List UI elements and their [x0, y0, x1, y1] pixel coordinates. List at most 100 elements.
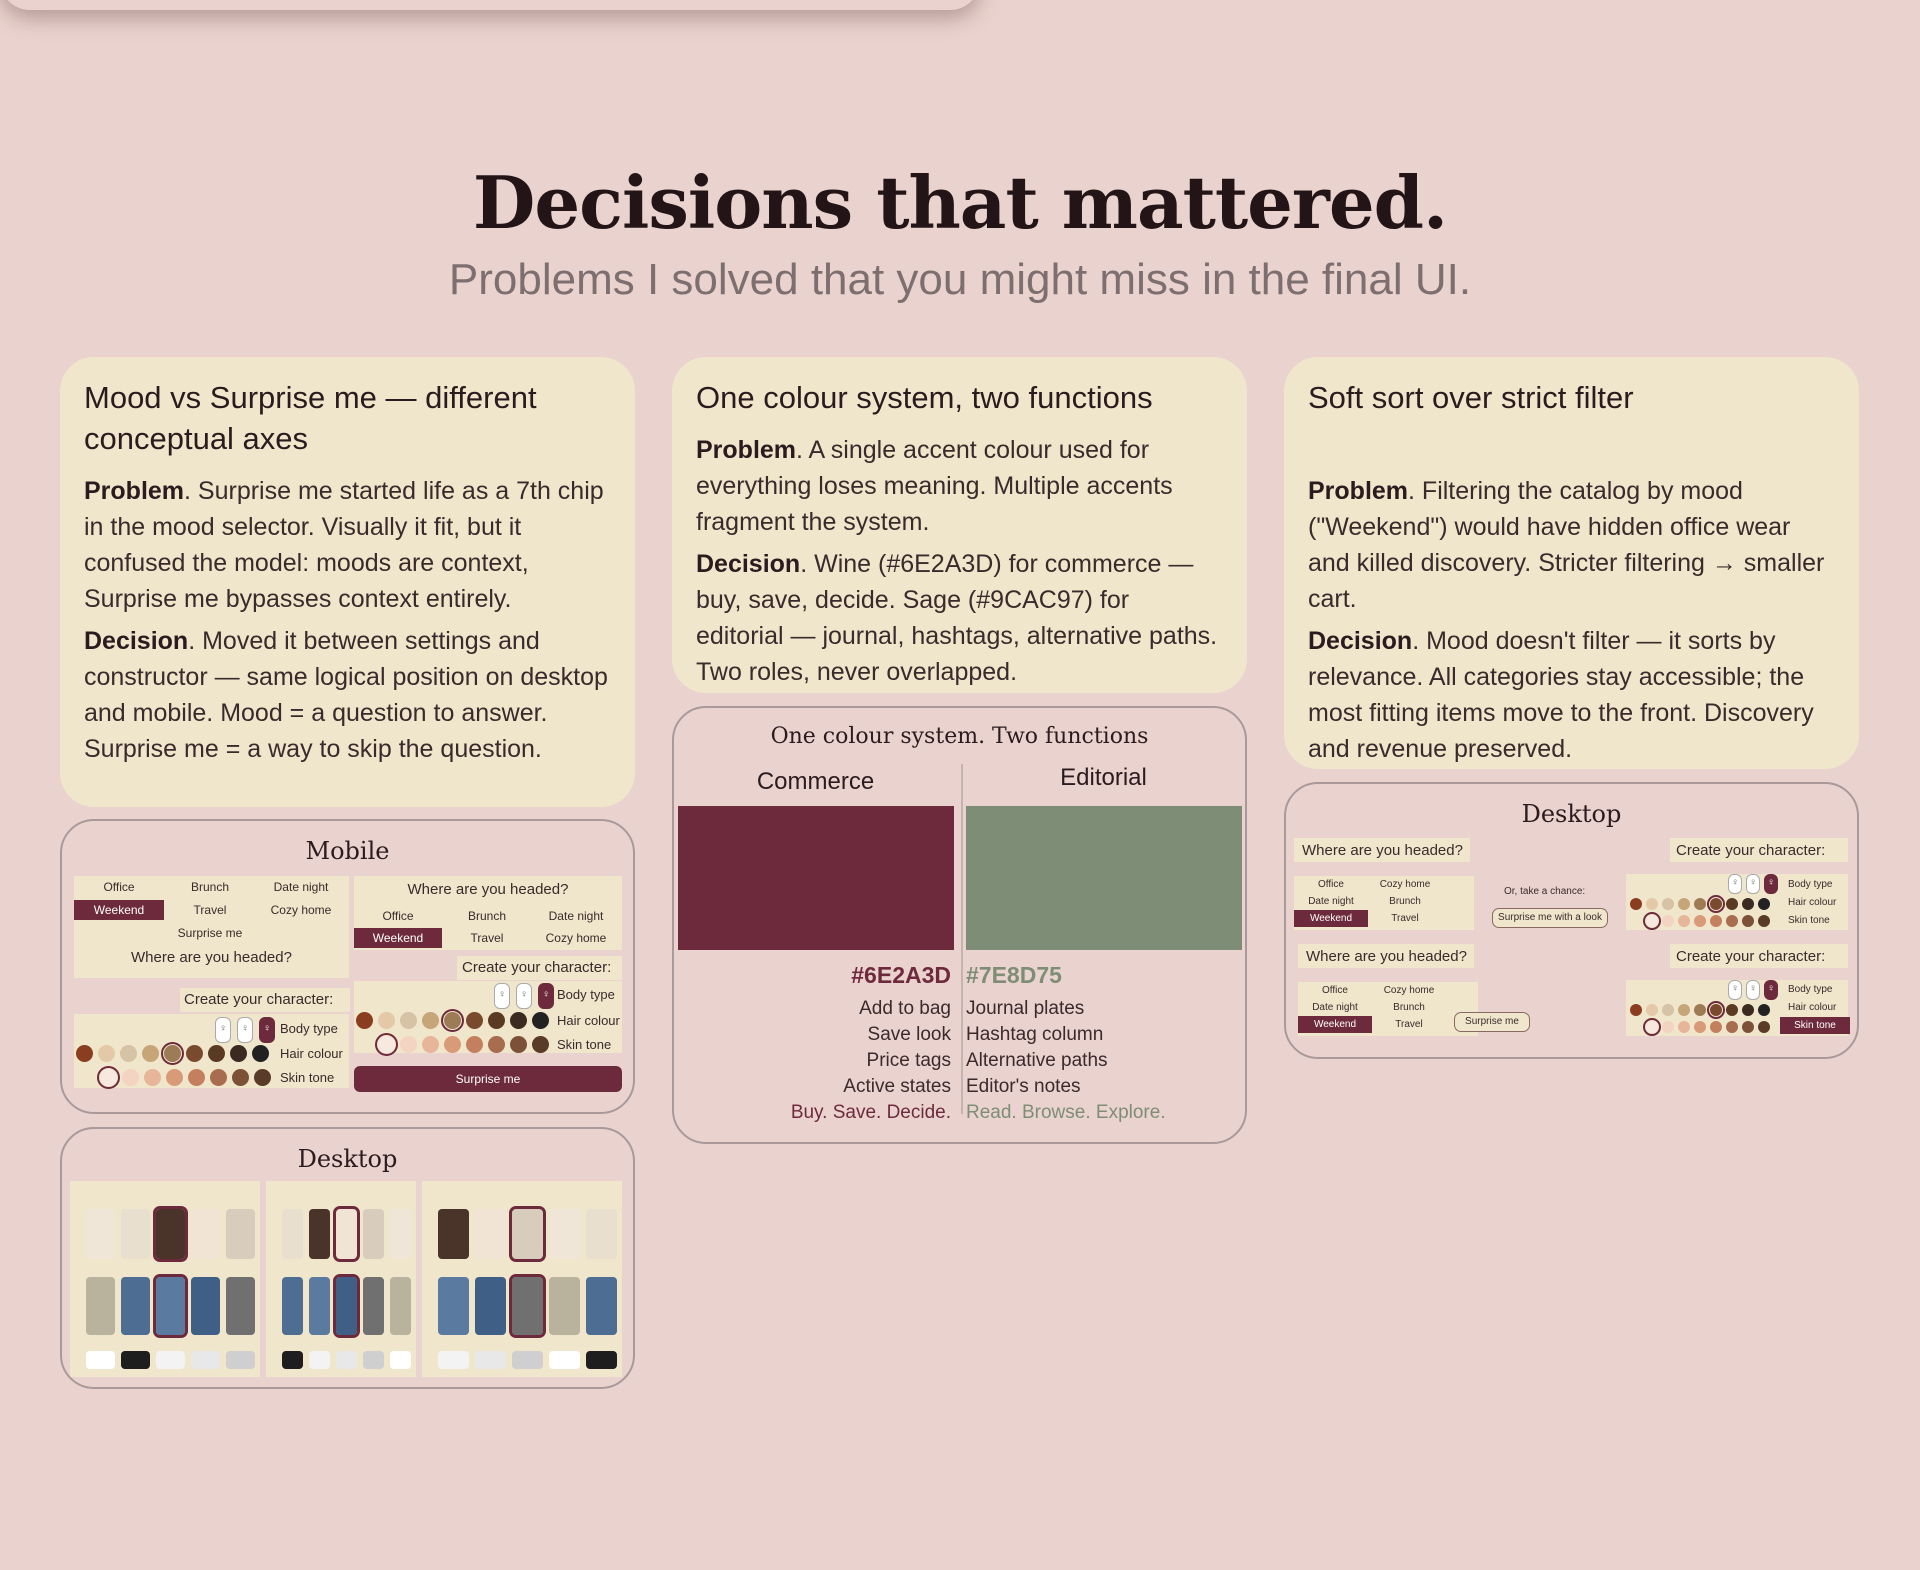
body-type-icon-selected[interactable]: ♀ — [538, 983, 554, 1009]
hair-swatch[interactable] — [1694, 898, 1706, 910]
mood-chip-selected[interactable]: Weekend — [1298, 1016, 1372, 1033]
catalog-item-thumbnail[interactable] — [333, 1274, 360, 1338]
mood-chip[interactable]: Travel — [1391, 913, 1419, 924]
hair-swatch[interactable] — [1742, 1004, 1754, 1016]
hair-swatch[interactable] — [1678, 898, 1690, 910]
skin-swatch[interactable] — [1694, 1021, 1706, 1033]
hair-swatch[interactable] — [422, 1012, 439, 1029]
catalog-item-thumbnail[interactable] — [121, 1209, 150, 1259]
catalog-item-thumbnail[interactable] — [475, 1209, 506, 1259]
mood-chip[interactable]: Travel — [470, 931, 504, 945]
skin-swatch[interactable] — [1678, 915, 1690, 927]
hair-swatch[interactable] — [488, 1012, 505, 1029]
catalog-item-thumbnail[interactable] — [191, 1277, 220, 1335]
hair-swatch[interactable] — [1678, 1004, 1690, 1016]
skin-swatch[interactable] — [1726, 915, 1738, 927]
skin-swatch[interactable] — [510, 1036, 527, 1053]
skin-swatch[interactable] — [210, 1069, 227, 1086]
catalog-item-thumbnail[interactable] — [191, 1209, 220, 1259]
skin-swatch[interactable] — [444, 1036, 461, 1053]
catalog-item-thumbnail[interactable] — [226, 1351, 255, 1369]
catalog-item-thumbnail[interactable] — [438, 1209, 469, 1259]
skin-swatch[interactable] — [1758, 915, 1770, 927]
catalog-item-thumbnail[interactable] — [309, 1351, 330, 1369]
body-type-icon[interactable]: ♀ — [1728, 980, 1742, 1000]
mood-chip[interactable]: Office — [1322, 985, 1348, 996]
mood-chip[interactable]: Date night — [1312, 1002, 1358, 1013]
hair-swatch[interactable] — [1726, 898, 1738, 910]
skin-swatch[interactable] — [1643, 1018, 1661, 1036]
hair-swatch[interactable] — [186, 1045, 203, 1062]
hair-swatch[interactable] — [1662, 1004, 1674, 1016]
catalog-item-thumbnail[interactable] — [86, 1277, 115, 1335]
catalog-item-thumbnail[interactable] — [282, 1209, 303, 1259]
mood-chip[interactable]: Cozy home — [270, 903, 332, 917]
catalog-item-thumbnail[interactable] — [309, 1209, 330, 1259]
body-type-icon[interactable]: ♀ — [237, 1017, 253, 1043]
hair-swatch[interactable] — [1694, 1004, 1706, 1016]
catalog-item-thumbnail[interactable] — [153, 1206, 188, 1262]
mood-chip[interactable]: Office — [382, 909, 414, 923]
body-type-icon-selected[interactable]: ♀ — [1764, 874, 1778, 894]
catalog-item-thumbnail[interactable] — [549, 1277, 580, 1335]
skin-swatch[interactable] — [466, 1036, 483, 1053]
hair-swatch[interactable] — [1630, 898, 1642, 910]
skin-swatch[interactable] — [166, 1069, 183, 1086]
hair-swatch[interactable] — [1630, 1004, 1642, 1016]
catalog-item-thumbnail[interactable] — [549, 1351, 580, 1369]
catalog-item-thumbnail[interactable] — [549, 1209, 580, 1259]
hair-swatch[interactable] — [76, 1045, 93, 1062]
catalog-item-thumbnail[interactable] — [121, 1277, 150, 1335]
skin-swatch[interactable] — [375, 1033, 398, 1056]
catalog-item-thumbnail[interactable] — [86, 1209, 115, 1259]
mood-chip-selected[interactable]: Weekend — [354, 928, 442, 948]
hair-swatch[interactable] — [98, 1045, 115, 1062]
catalog-item-thumbnail[interactable] — [333, 1206, 360, 1262]
body-type-icon[interactable]: ♀ — [1728, 874, 1742, 894]
mood-chip[interactable]: Date night — [1308, 896, 1354, 907]
mood-chip[interactable]: Office — [1318, 879, 1344, 890]
body-type-icon[interactable]: ♀ — [215, 1017, 231, 1043]
catalog-item-thumbnail[interactable] — [586, 1351, 617, 1369]
catalog-item-thumbnail[interactable] — [191, 1351, 220, 1369]
mood-chip[interactable]: Travel — [193, 903, 227, 917]
surprise-me-button[interactable]: Surprise me — [354, 1066, 622, 1092]
skin-swatch[interactable] — [532, 1036, 549, 1053]
body-type-icon-selected[interactable]: ♀ — [259, 1017, 275, 1043]
hair-swatch[interactable] — [252, 1045, 269, 1062]
hair-swatch[interactable] — [510, 1012, 527, 1029]
catalog-item-thumbnail[interactable] — [309, 1277, 330, 1335]
catalog-item-thumbnail[interactable] — [475, 1277, 506, 1335]
hair-swatch[interactable] — [230, 1045, 247, 1062]
catalog-item-thumbnail[interactable] — [438, 1351, 469, 1369]
skin-swatch[interactable] — [1742, 915, 1754, 927]
skin-swatch[interactable] — [422, 1036, 439, 1053]
catalog-item-thumbnail[interactable] — [282, 1351, 303, 1369]
surprise-look-button[interactable]: Surprise me with a look — [1492, 908, 1608, 928]
catalog-item-thumbnail[interactable] — [390, 1351, 411, 1369]
hair-swatch[interactable] — [208, 1045, 225, 1062]
catalog-item-thumbnail[interactable] — [363, 1351, 384, 1369]
catalog-item-thumbnail[interactable] — [156, 1351, 185, 1369]
body-type-icon[interactable]: ♀ — [494, 983, 510, 1009]
skin-swatch[interactable] — [488, 1036, 505, 1053]
catalog-item-thumbnail[interactable] — [586, 1277, 617, 1335]
skin-swatch[interactable] — [254, 1069, 271, 1086]
mood-chip[interactable]: Travel — [1395, 1019, 1423, 1030]
hair-swatch[interactable] — [1662, 898, 1674, 910]
skin-swatch[interactable] — [1694, 915, 1706, 927]
catalog-item-thumbnail[interactable] — [226, 1277, 255, 1335]
hair-swatch[interactable] — [161, 1042, 184, 1065]
catalog-item-thumbnail[interactable] — [509, 1206, 546, 1262]
hair-swatch[interactable] — [1758, 1004, 1770, 1016]
skin-swatch[interactable] — [1758, 1021, 1770, 1033]
catalog-item-thumbnail[interactable] — [586, 1209, 617, 1259]
skin-swatch[interactable] — [122, 1069, 139, 1086]
skin-swatch[interactable] — [97, 1066, 120, 1089]
body-type-icon[interactable]: ♀ — [1746, 980, 1760, 1000]
mood-chip-selected[interactable]: Weekend — [74, 900, 164, 920]
catalog-item-thumbnail[interactable] — [475, 1351, 506, 1369]
catalog-item-thumbnail[interactable] — [86, 1351, 115, 1369]
catalog-item-thumbnail[interactable] — [438, 1277, 469, 1335]
hair-swatch[interactable] — [466, 1012, 483, 1029]
